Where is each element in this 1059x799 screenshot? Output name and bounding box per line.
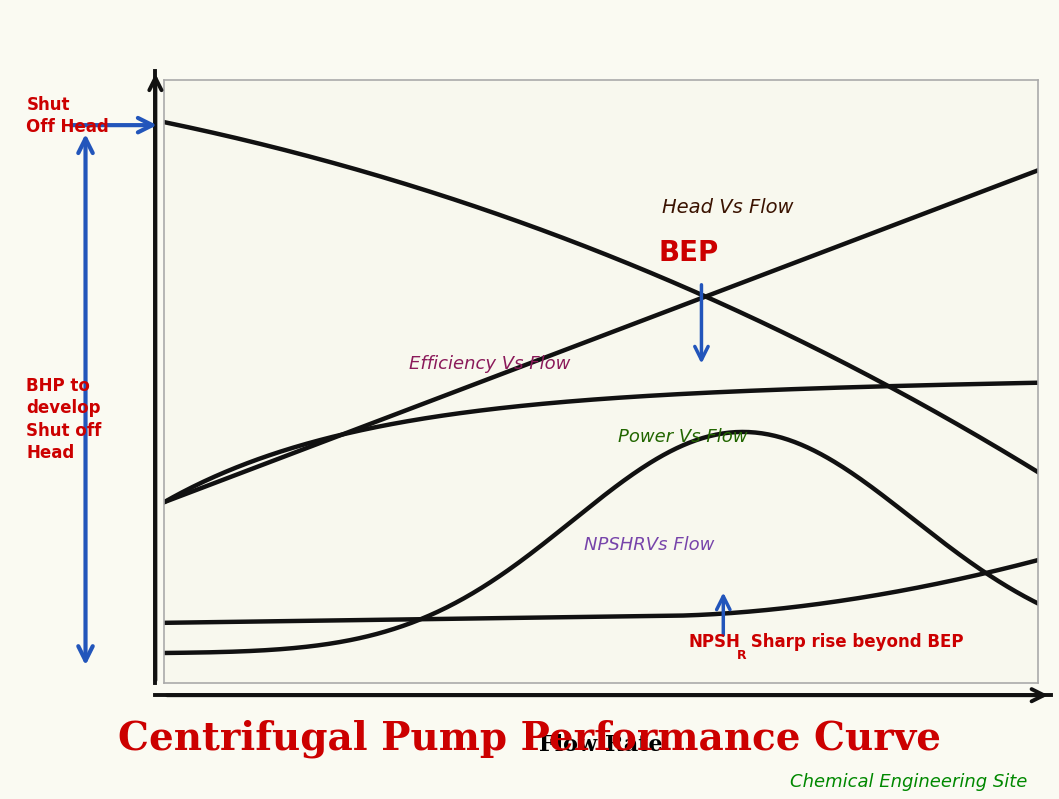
- Text: Centrifugal Pump Performance Curve: Centrifugal Pump Performance Curve: [118, 720, 941, 758]
- Text: NPSHRVs Flow: NPSHRVs Flow: [584, 536, 714, 555]
- Text: Sharp rise beyond BEP: Sharp rise beyond BEP: [746, 633, 964, 651]
- Text: NPSH: NPSH: [688, 633, 740, 651]
- Text: Head Vs Flow: Head Vs Flow: [662, 197, 793, 217]
- Text: Efficiency Vs Flow: Efficiency Vs Flow: [409, 356, 570, 373]
- Text: BEP: BEP: [659, 239, 718, 267]
- Text: BHP to
develop
Shut off
Head: BHP to develop Shut off Head: [26, 377, 102, 462]
- Text: R: R: [736, 649, 746, 662]
- Text: Shut
Off Head: Shut Off Head: [26, 96, 109, 136]
- Text: Flow Rate: Flow Rate: [539, 734, 663, 757]
- Text: Power Vs Flow: Power Vs Flow: [618, 427, 748, 446]
- Text: Chemical Engineering Site: Chemical Engineering Site: [790, 773, 1027, 791]
